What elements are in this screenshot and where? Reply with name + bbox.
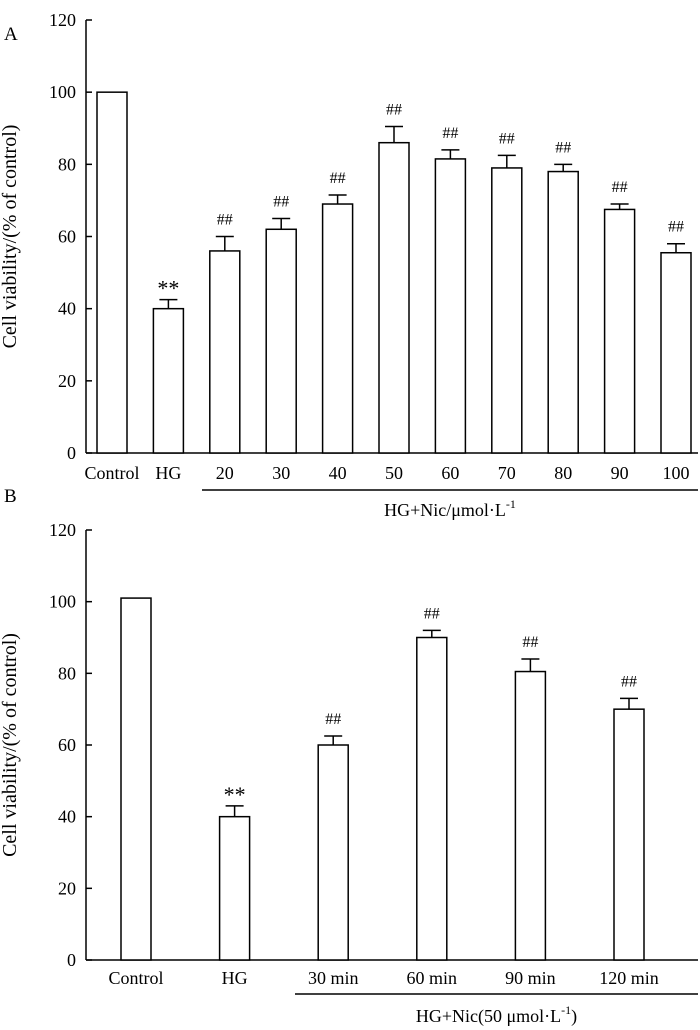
bar [434, 158, 467, 454]
y-tick-label: 20 [58, 371, 76, 391]
y-tick-label: 40 [58, 299, 76, 319]
category-label: 30 [272, 463, 290, 483]
y-tick-label: 100 [49, 592, 76, 612]
significance-label: ## [217, 212, 233, 229]
y-tick-label: 60 [58, 735, 76, 755]
category-label: 80 [554, 463, 572, 483]
significance-label: ## [522, 634, 538, 651]
y-tick-label: 20 [58, 878, 76, 898]
y-tick-label: 0 [67, 443, 76, 463]
category-label: 50 [385, 463, 403, 483]
y-tick-label: 80 [58, 663, 76, 683]
category-label: Control [108, 968, 163, 988]
category-label: 90 [611, 463, 629, 483]
category-label: 90 min [505, 968, 556, 988]
category-label: 70 [498, 463, 516, 483]
significance-label: ## [442, 125, 458, 142]
bar [378, 141, 410, 454]
category-label: Control [84, 463, 139, 483]
panel-label: A [4, 24, 18, 45]
bar [660, 251, 692, 454]
category-label: 100 [663, 463, 690, 483]
group-label-superscript: -1 [506, 497, 516, 511]
bar [96, 91, 128, 454]
y-tick-label: 40 [58, 807, 76, 827]
significance-label: ## [668, 219, 684, 236]
bar [218, 815, 251, 961]
bar [209, 250, 241, 454]
bar [321, 203, 354, 454]
category-label: HG [222, 968, 248, 988]
y-tick-label: 100 [49, 82, 76, 102]
group-label: HG+Nic(50 μmol·L-1) [416, 1003, 577, 1027]
y-tick-label: 120 [49, 520, 76, 540]
category-label: HG [155, 463, 181, 483]
significance-label: ## [273, 193, 289, 210]
bar [265, 228, 297, 454]
bar [613, 708, 645, 961]
group-label-suffix: ) [571, 1006, 577, 1027]
significance-label: ## [325, 711, 341, 728]
group-label-main: HG+Nic/μmol·L [384, 500, 506, 520]
category-label: 120 min [599, 968, 659, 988]
category-label: 40 [329, 463, 347, 483]
significance-label: ## [555, 139, 571, 156]
y-tick-label: 120 [49, 10, 76, 30]
bar [120, 597, 152, 961]
significance-label: ## [386, 101, 402, 118]
group-label-main: HG+Nic(50 μmol·L [416, 1006, 561, 1027]
y-axis-label: Cell viability/(% of control) [0, 125, 21, 349]
significance-label: ** [157, 276, 179, 301]
chart-panel-a: A 0 20 40 60 80 100 120 Cell viability/(% of con… [0, 10, 698, 520]
significance-label: ## [424, 605, 440, 622]
bar [547, 170, 579, 454]
category-label: 30 min [308, 968, 359, 988]
bar [152, 307, 185, 454]
bar [317, 744, 349, 961]
y-tick-label: 80 [58, 154, 76, 174]
significance-label: ## [621, 673, 637, 690]
significance-label: ## [499, 130, 515, 147]
bar [514, 670, 547, 961]
y-axis-label: Cell viability/(% of control) [0, 633, 21, 857]
significance-label: ## [612, 179, 628, 196]
group-label: HG+Nic/μmol·L-1 [384, 497, 516, 520]
chart-panel-b: B 0 20 40 60 80 100 120 Cell viability/(% of con… [0, 486, 698, 1027]
group-label-superscript: -1 [561, 1003, 571, 1017]
bar [603, 208, 636, 454]
bar [491, 167, 523, 454]
category-label: 60 min [407, 968, 458, 988]
significance-label: ## [330, 170, 346, 187]
category-label: 60 [441, 463, 459, 483]
category-label: 20 [216, 463, 234, 483]
panel-label: B [4, 486, 17, 507]
y-tick-label: 60 [58, 227, 76, 247]
bar [416, 636, 448, 961]
significance-label: ** [224, 782, 246, 807]
y-tick-label: 0 [67, 950, 76, 970]
